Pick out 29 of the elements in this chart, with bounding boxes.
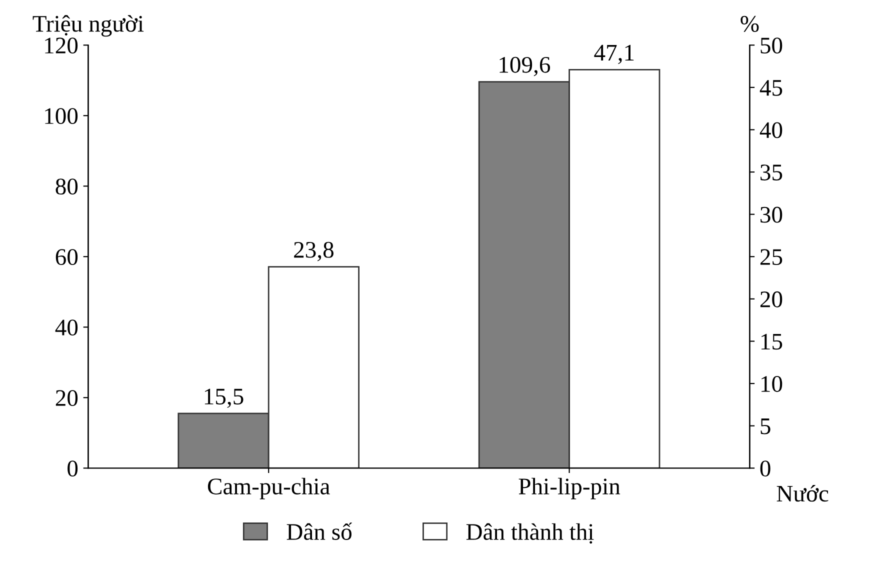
x-axis-title: Nước — [776, 485, 828, 502]
data-label: 109,6 — [500, 56, 550, 76]
y2-tick-label: 20 — [760, 291, 782, 308]
y-tick-label: 20 — [56, 390, 78, 406]
y2-tick-label: 40 — [760, 122, 782, 138]
y2-axis-title: % — [740, 16, 759, 32]
y2-tick-label: 45 — [760, 80, 782, 96]
y2-tick-label: 35 — [760, 164, 782, 180]
y-tick-label: 40 — [55, 320, 78, 336]
y-tick-label: 80 — [56, 178, 78, 195]
data-label: 15,5 — [204, 388, 244, 408]
y-tick-label: 0 — [68, 460, 78, 477]
y2-tick-label: 30 — [760, 206, 782, 223]
y2-tick-label: 25 — [760, 249, 782, 266]
legend-label: Dân số — [286, 522, 352, 540]
data-label: 23,8 — [294, 242, 334, 262]
x-tick-label: Phi-lip-pin — [518, 478, 620, 500]
y-axis-title: Triệu người — [32, 15, 144, 37]
y2-tick-label: 50 — [760, 38, 782, 54]
y2-tick-label: 10 — [762, 376, 782, 392]
y2-tick-label: 15 — [762, 334, 782, 350]
y2-tick-label: 0 — [760, 460, 770, 477]
data-label: 47,1 — [594, 44, 634, 64]
y-tick-label: 120 — [45, 38, 78, 54]
x-tick-label: Cam-pu-chia — [208, 478, 330, 500]
y-tick-label: 100 — [45, 108, 78, 124]
legend-label: Dân thành thị — [466, 523, 594, 544]
y2-tick-label: 5 — [760, 418, 770, 434]
y-tick-label: 60 — [56, 249, 78, 266]
